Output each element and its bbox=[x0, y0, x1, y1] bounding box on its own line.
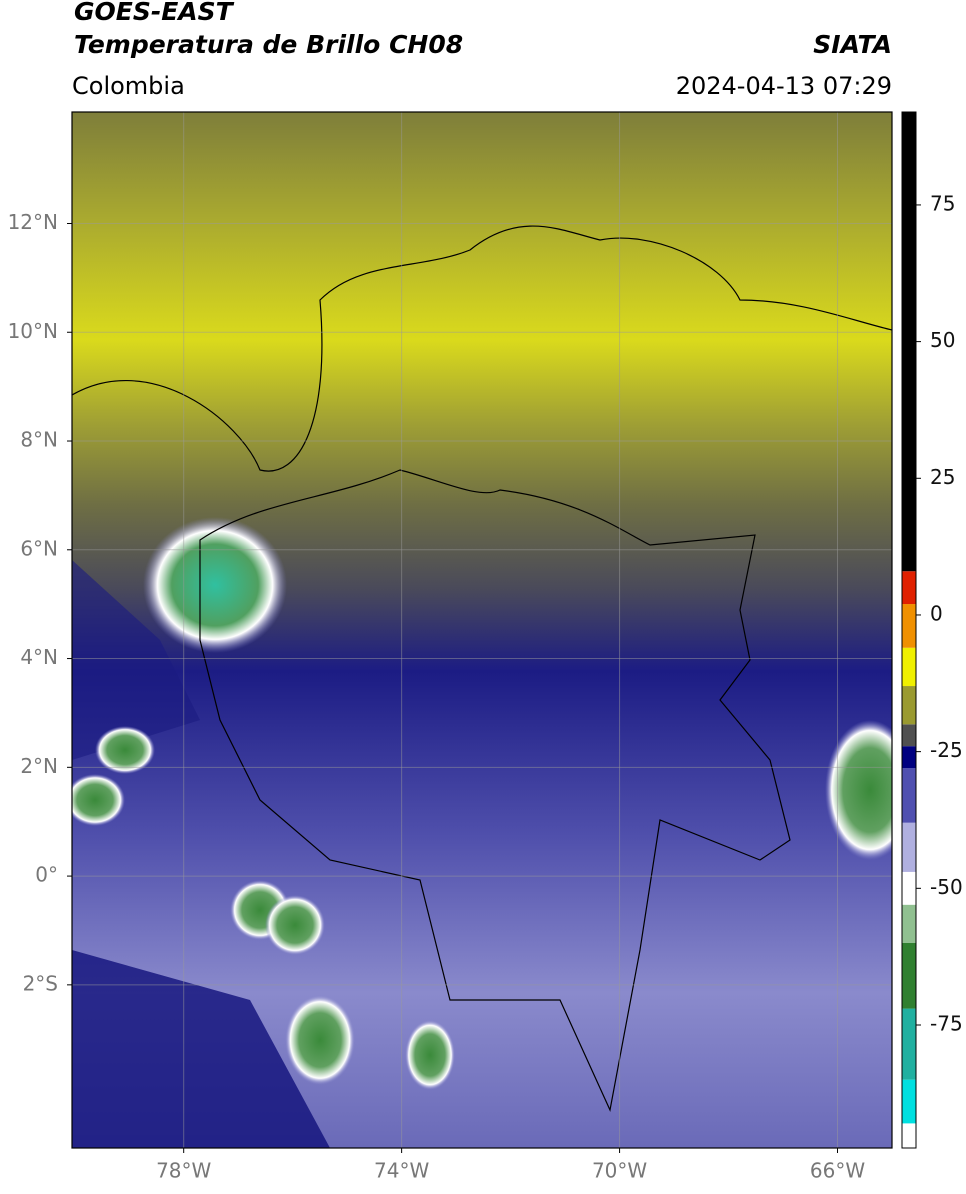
x-tick-label: 74°W bbox=[374, 1159, 429, 1183]
colorbar-segment bbox=[902, 822, 916, 872]
y-tick-label: 4°N bbox=[20, 645, 58, 669]
colorbar-tick-label: 25 bbox=[930, 465, 955, 489]
colorbar-segment bbox=[902, 1008, 916, 1080]
colorbar-segment bbox=[902, 746, 916, 769]
subtitle: Temperatura de Brillo CH08 bbox=[74, 30, 463, 59]
colorbar-segment bbox=[902, 604, 916, 648]
colorbar-tick-label: -25 bbox=[930, 738, 963, 762]
colorbar-tick-label: -50 bbox=[930, 875, 963, 899]
colorbar-segment bbox=[902, 904, 916, 943]
colorbar-segment bbox=[902, 647, 916, 687]
colorbar-frame bbox=[901, 111, 917, 1149]
colorbar-tick-label: 75 bbox=[930, 191, 955, 215]
colorbar-tick-label: 50 bbox=[930, 328, 955, 352]
y-tick-label: 0° bbox=[35, 863, 58, 887]
colorbar-segment bbox=[902, 768, 916, 823]
y-tick-label: 2°N bbox=[20, 754, 58, 778]
colorbar-segment bbox=[902, 686, 916, 725]
x-tick-label: 78°W bbox=[156, 1159, 211, 1183]
colorbar-segment bbox=[902, 1123, 916, 1148]
colorbar-tick-label: 0 bbox=[930, 601, 943, 625]
colorbar-segment bbox=[902, 1079, 916, 1124]
y-tick-label: 2°S bbox=[23, 971, 58, 995]
grid bbox=[72, 112, 892, 1148]
colorbar-tick-label: -75 bbox=[930, 1011, 963, 1035]
timestamp: 2024-04-13 07:29 bbox=[676, 72, 892, 100]
region: Colombia bbox=[72, 72, 185, 100]
colorbar-segment bbox=[902, 942, 916, 1009]
x-tick-label: 70°W bbox=[592, 1159, 647, 1183]
y-tick-label: 6°N bbox=[20, 536, 58, 560]
source: SIATA bbox=[813, 30, 892, 59]
colorbar-segment bbox=[902, 571, 916, 605]
colorbar-segment bbox=[902, 724, 916, 747]
y-tick-label: 10°N bbox=[8, 319, 58, 343]
y-tick-label: 8°N bbox=[20, 428, 58, 452]
y-tick-label: 12°N bbox=[8, 210, 58, 234]
colorbar-segment bbox=[902, 112, 916, 572]
colorbar-segment bbox=[902, 871, 916, 905]
map-frame bbox=[71, 111, 893, 1149]
x-tick-label: 66°W bbox=[810, 1159, 865, 1183]
title: GOES-EAST bbox=[74, 0, 235, 26]
map-image bbox=[72, 112, 892, 1148]
